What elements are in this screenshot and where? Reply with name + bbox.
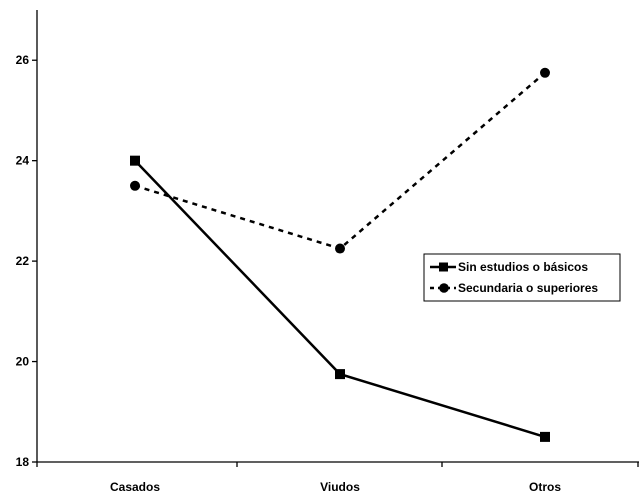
axes <box>36 10 639 463</box>
y-tick-label: 22 <box>16 254 30 268</box>
data-point-circle <box>335 243 345 254</box>
y-tick-label: 26 <box>16 53 30 67</box>
x-category-label: Otros <box>529 480 561 494</box>
legend-label-sin-estudios: Sin estudios o básicos <box>458 260 588 274</box>
legend-square-marker <box>439 262 448 272</box>
data-point-square <box>335 369 345 380</box>
legend-circle-marker <box>439 283 449 293</box>
series-layer <box>130 67 550 442</box>
legend: Sin estudios o básicos Secundaria o supe… <box>423 253 621 302</box>
legend-label-secundaria: Secundaria o superiores <box>458 281 598 295</box>
legend-item-secundaria: Secundaria o superiores <box>430 281 598 295</box>
series-sin-estudios <box>130 155 550 442</box>
data-point-circle <box>130 180 140 191</box>
y-tick-label: 18 <box>16 455 30 469</box>
x-category-label: Viudos <box>320 480 360 494</box>
x-category-label: Casados <box>110 480 160 494</box>
data-point-square <box>540 431 550 442</box>
y-tick-label: 20 <box>16 355 30 369</box>
y-tick-label: 24 <box>16 154 30 168</box>
legend-box <box>423 253 621 302</box>
data-point-circle <box>540 67 550 78</box>
data-point-square <box>130 155 140 166</box>
legend-item-sin-estudios: Sin estudios o básicos <box>430 260 588 274</box>
y-ticks: 18 20 22 24 26 <box>16 53 37 469</box>
x-ticks: Casados Viudos Otros <box>36 462 639 494</box>
series-secundaria <box>130 67 550 254</box>
series-line <box>134 71 546 250</box>
